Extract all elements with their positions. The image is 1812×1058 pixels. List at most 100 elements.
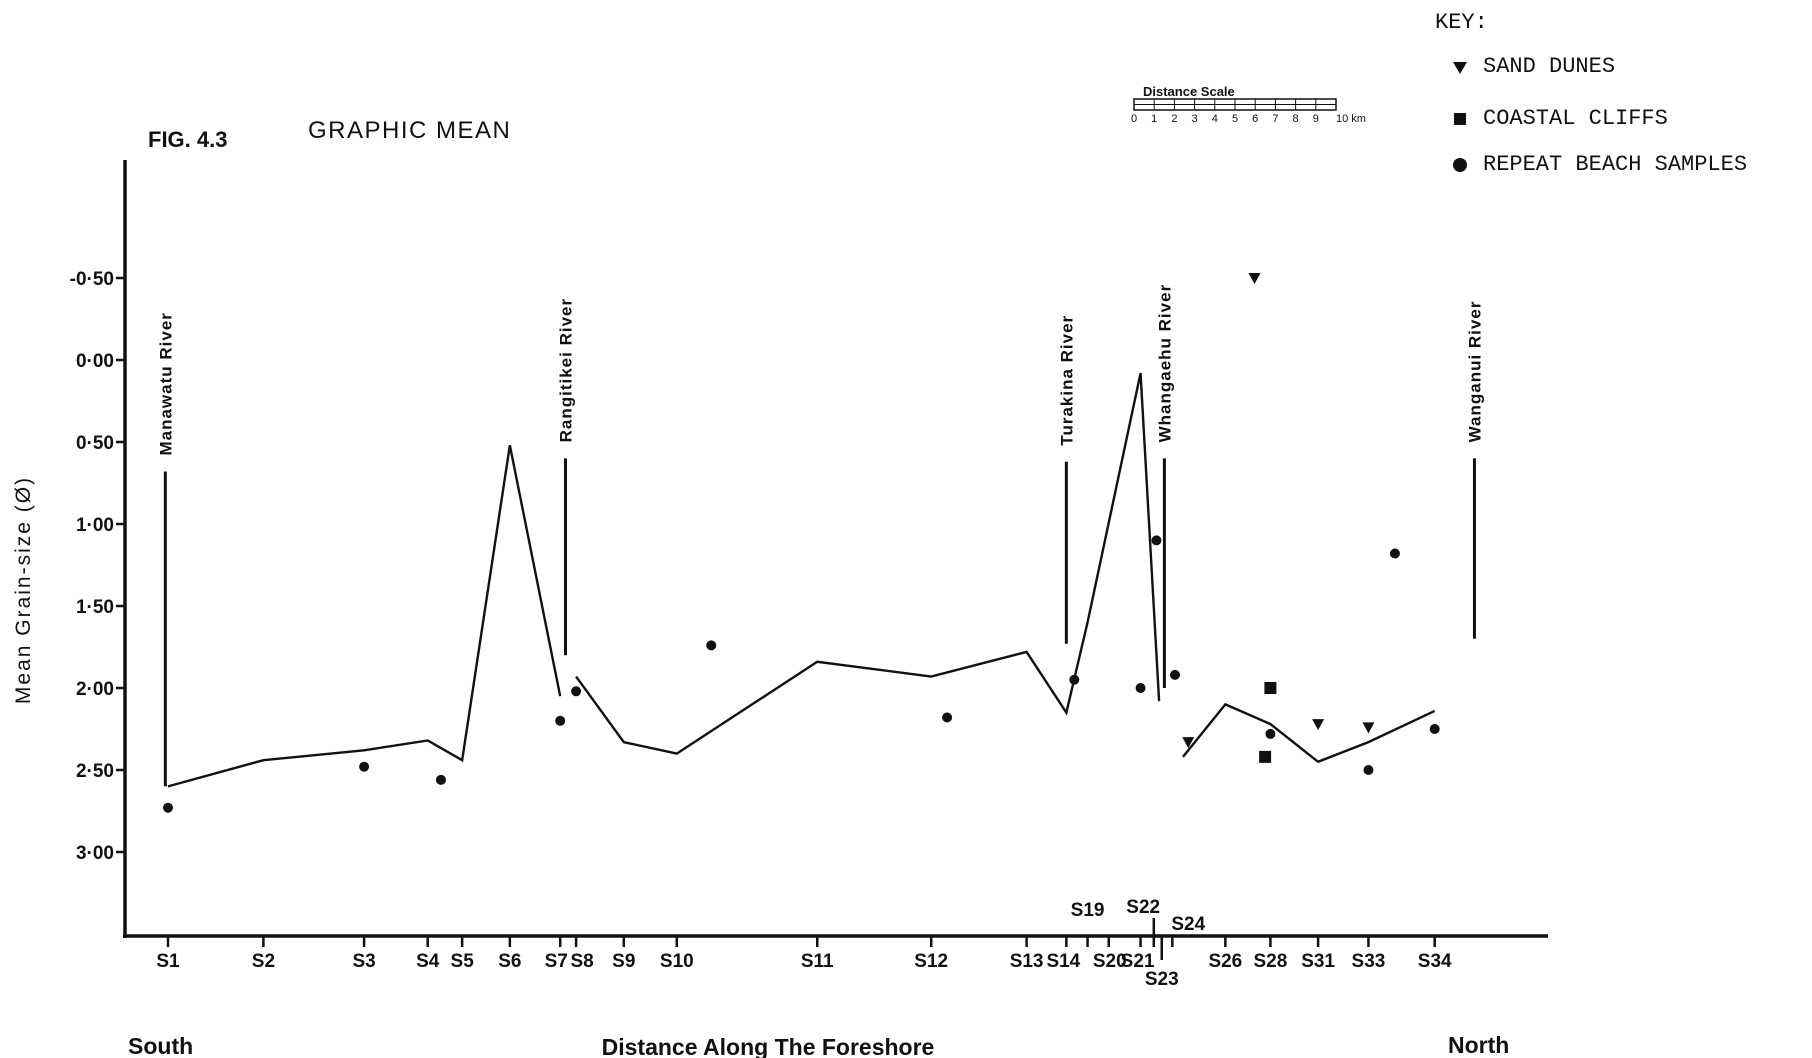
x-tick-label: S20 <box>1093 951 1127 972</box>
x-tick-label: S12 <box>914 951 948 972</box>
legend-circle-icon <box>1453 158 1467 172</box>
river-label: Manawatu River <box>156 312 175 455</box>
x-tick-label: S31 <box>1301 951 1335 972</box>
sand-dune-point <box>1312 719 1325 731</box>
scale-bar-label: 9 <box>1313 113 1319 125</box>
x-tick-label: S4 <box>416 951 440 972</box>
legend-entry-label: REPEAT BEACH SAMPLES <box>1483 152 1747 177</box>
x-tick-label: S34 <box>1418 951 1452 972</box>
x-tick-label: S28 <box>1253 951 1287 972</box>
x-tick-label: S24 <box>1171 914 1205 935</box>
legend-triangle-down-icon <box>1453 62 1467 74</box>
chart-title: GRAPHIC MEAN <box>308 117 511 144</box>
x-tick-label: S6 <box>498 951 521 972</box>
x-tick-label: S3 <box>352 951 375 972</box>
repeat-beach-sample-point <box>1389 548 1400 559</box>
repeat-beach-sample-point <box>1069 674 1080 685</box>
repeat-beach-sample-point <box>1151 535 1162 546</box>
repeat-beach-sample-point <box>359 761 370 772</box>
coastal-cliff-point <box>1264 682 1277 694</box>
river-marker: Rangitikei River <box>557 298 576 656</box>
y-tick-label: 3·00 <box>76 843 114 864</box>
x-tick-label: S7 <box>545 951 568 972</box>
graphic-mean-series <box>167 372 1436 788</box>
scale-bar-label: 4 <box>1212 113 1218 125</box>
x-tick-label: S33 <box>1352 951 1386 972</box>
scale-bar-label: 2 <box>1171 113 1177 125</box>
distance-scale: Distance Scale 0 1 2 3 4 5 6 7 8 9 10 km <box>1131 84 1366 125</box>
legend-square-icon <box>1454 113 1466 125</box>
x-tick-label: S8 <box>570 951 593 972</box>
x-tick-label: S14 <box>1046 951 1080 972</box>
scale-bar-label: 5 <box>1232 113 1238 125</box>
legend-entry-label: SAND DUNES <box>1483 54 1615 79</box>
x-tick-label: S2 <box>252 951 275 972</box>
repeat-beach-sample-point <box>435 774 446 785</box>
repeat-beach-sample-point <box>1135 683 1146 693</box>
repeat-beach-sample-point <box>163 802 173 813</box>
river-label: Rangitikei River <box>557 298 576 443</box>
river-label: Turakina River <box>1057 315 1076 446</box>
x-end-label-north: North <box>1448 1032 1509 1058</box>
distance-scale-title: Distance Scale <box>1143 84 1235 99</box>
sand-dune-point <box>1362 722 1375 734</box>
river-marker: Turakina River <box>1057 315 1076 644</box>
figure-label: FIG. 4.3 <box>148 127 227 152</box>
y-tick-label: 0·50 <box>76 433 114 454</box>
legend-entry: REPEAT BEACH SAMPLES <box>1453 152 1747 177</box>
y-tick-label: 1·50 <box>76 597 114 618</box>
scale-bar-label: 10 km <box>1336 113 1366 125</box>
coastal-cliff-point <box>1259 750 1272 763</box>
repeat-beach-sample-point <box>1429 724 1440 734</box>
y-tick-label: -0·50 <box>70 269 114 290</box>
river-marker: Whangaehu River <box>1155 284 1174 688</box>
sand-dune-point <box>1182 737 1195 749</box>
x-axis: S1 S2 S3 S4 S5 S6 S7 S8 S9 S10 S11 S12 S13 S14S19S20S… <box>156 897 1452 990</box>
sand-dune-point <box>1248 273 1261 284</box>
scale-bar-label: 8 <box>1293 113 1299 125</box>
x-tick-label: S22 <box>1126 897 1160 918</box>
repeat-beach-sample-point <box>571 686 582 697</box>
river-marker: Wanganui River <box>1465 301 1484 639</box>
scale-bar-label: 3 <box>1192 113 1198 125</box>
repeat-beach-sample-point <box>1170 669 1180 680</box>
y-tick-label: 0·00 <box>76 351 114 372</box>
x-tick-label: S21 <box>1121 951 1155 972</box>
y-axis: -0·50 0·00 0·50 1·00 1·50 2·00 2·50 3·00 <box>70 269 126 864</box>
river-label: Wanganui River <box>1465 301 1484 443</box>
rivers: Manawatu River Rangitikei River Turakina R… <box>156 284 1484 787</box>
x-tick-label: S19 <box>1071 900 1105 921</box>
y-tick-label: 1·00 <box>76 515 114 536</box>
scale-bar-label: 0 <box>1131 113 1137 125</box>
x-tick-label: S26 <box>1208 951 1242 972</box>
x-tick-label: S1 <box>156 951 180 972</box>
x-tick-label: S11 <box>801 951 834 972</box>
series-segment <box>167 445 562 788</box>
x-tick-label: S9 <box>612 951 635 972</box>
legend: KEY: SAND DUNES COASTAL CLIFFS REPEAT BEAC… <box>1435 10 1747 177</box>
y-tick-label: 2·00 <box>76 679 114 700</box>
repeat-beach-sample-point <box>1363 765 1374 775</box>
x-tick-label: S23 <box>1145 969 1179 990</box>
river-marker: Manawatu River <box>156 312 175 787</box>
repeat-beach-sample-point <box>706 640 717 651</box>
x-axis-label: Distance Along The Foreshore <box>602 1034 935 1058</box>
legend-entry: SAND DUNES <box>1453 54 1615 79</box>
repeat-beach-sample-point <box>942 712 953 723</box>
repeat-beach-sample-point <box>555 715 566 726</box>
scale-bar-label: 7 <box>1272 113 1278 125</box>
markers <box>163 273 1440 813</box>
y-axis-label: Mean Grain-size (Ø) <box>12 476 35 704</box>
x-tick-label: S10 <box>660 951 694 972</box>
series-segment <box>1182 702 1436 764</box>
scale-bar-label: 1 <box>1151 113 1157 125</box>
x-tick-label: S13 <box>1010 951 1044 972</box>
x-tick-label: S5 <box>451 951 475 972</box>
legend-title: KEY: <box>1435 10 1488 35</box>
legend-entry: COASTAL CLIFFS <box>1454 106 1668 131</box>
y-tick-label: 2·50 <box>76 761 114 782</box>
series-segment <box>575 372 1161 755</box>
scale-bar-label: 6 <box>1252 113 1258 125</box>
river-label: Whangaehu River <box>1155 284 1174 443</box>
